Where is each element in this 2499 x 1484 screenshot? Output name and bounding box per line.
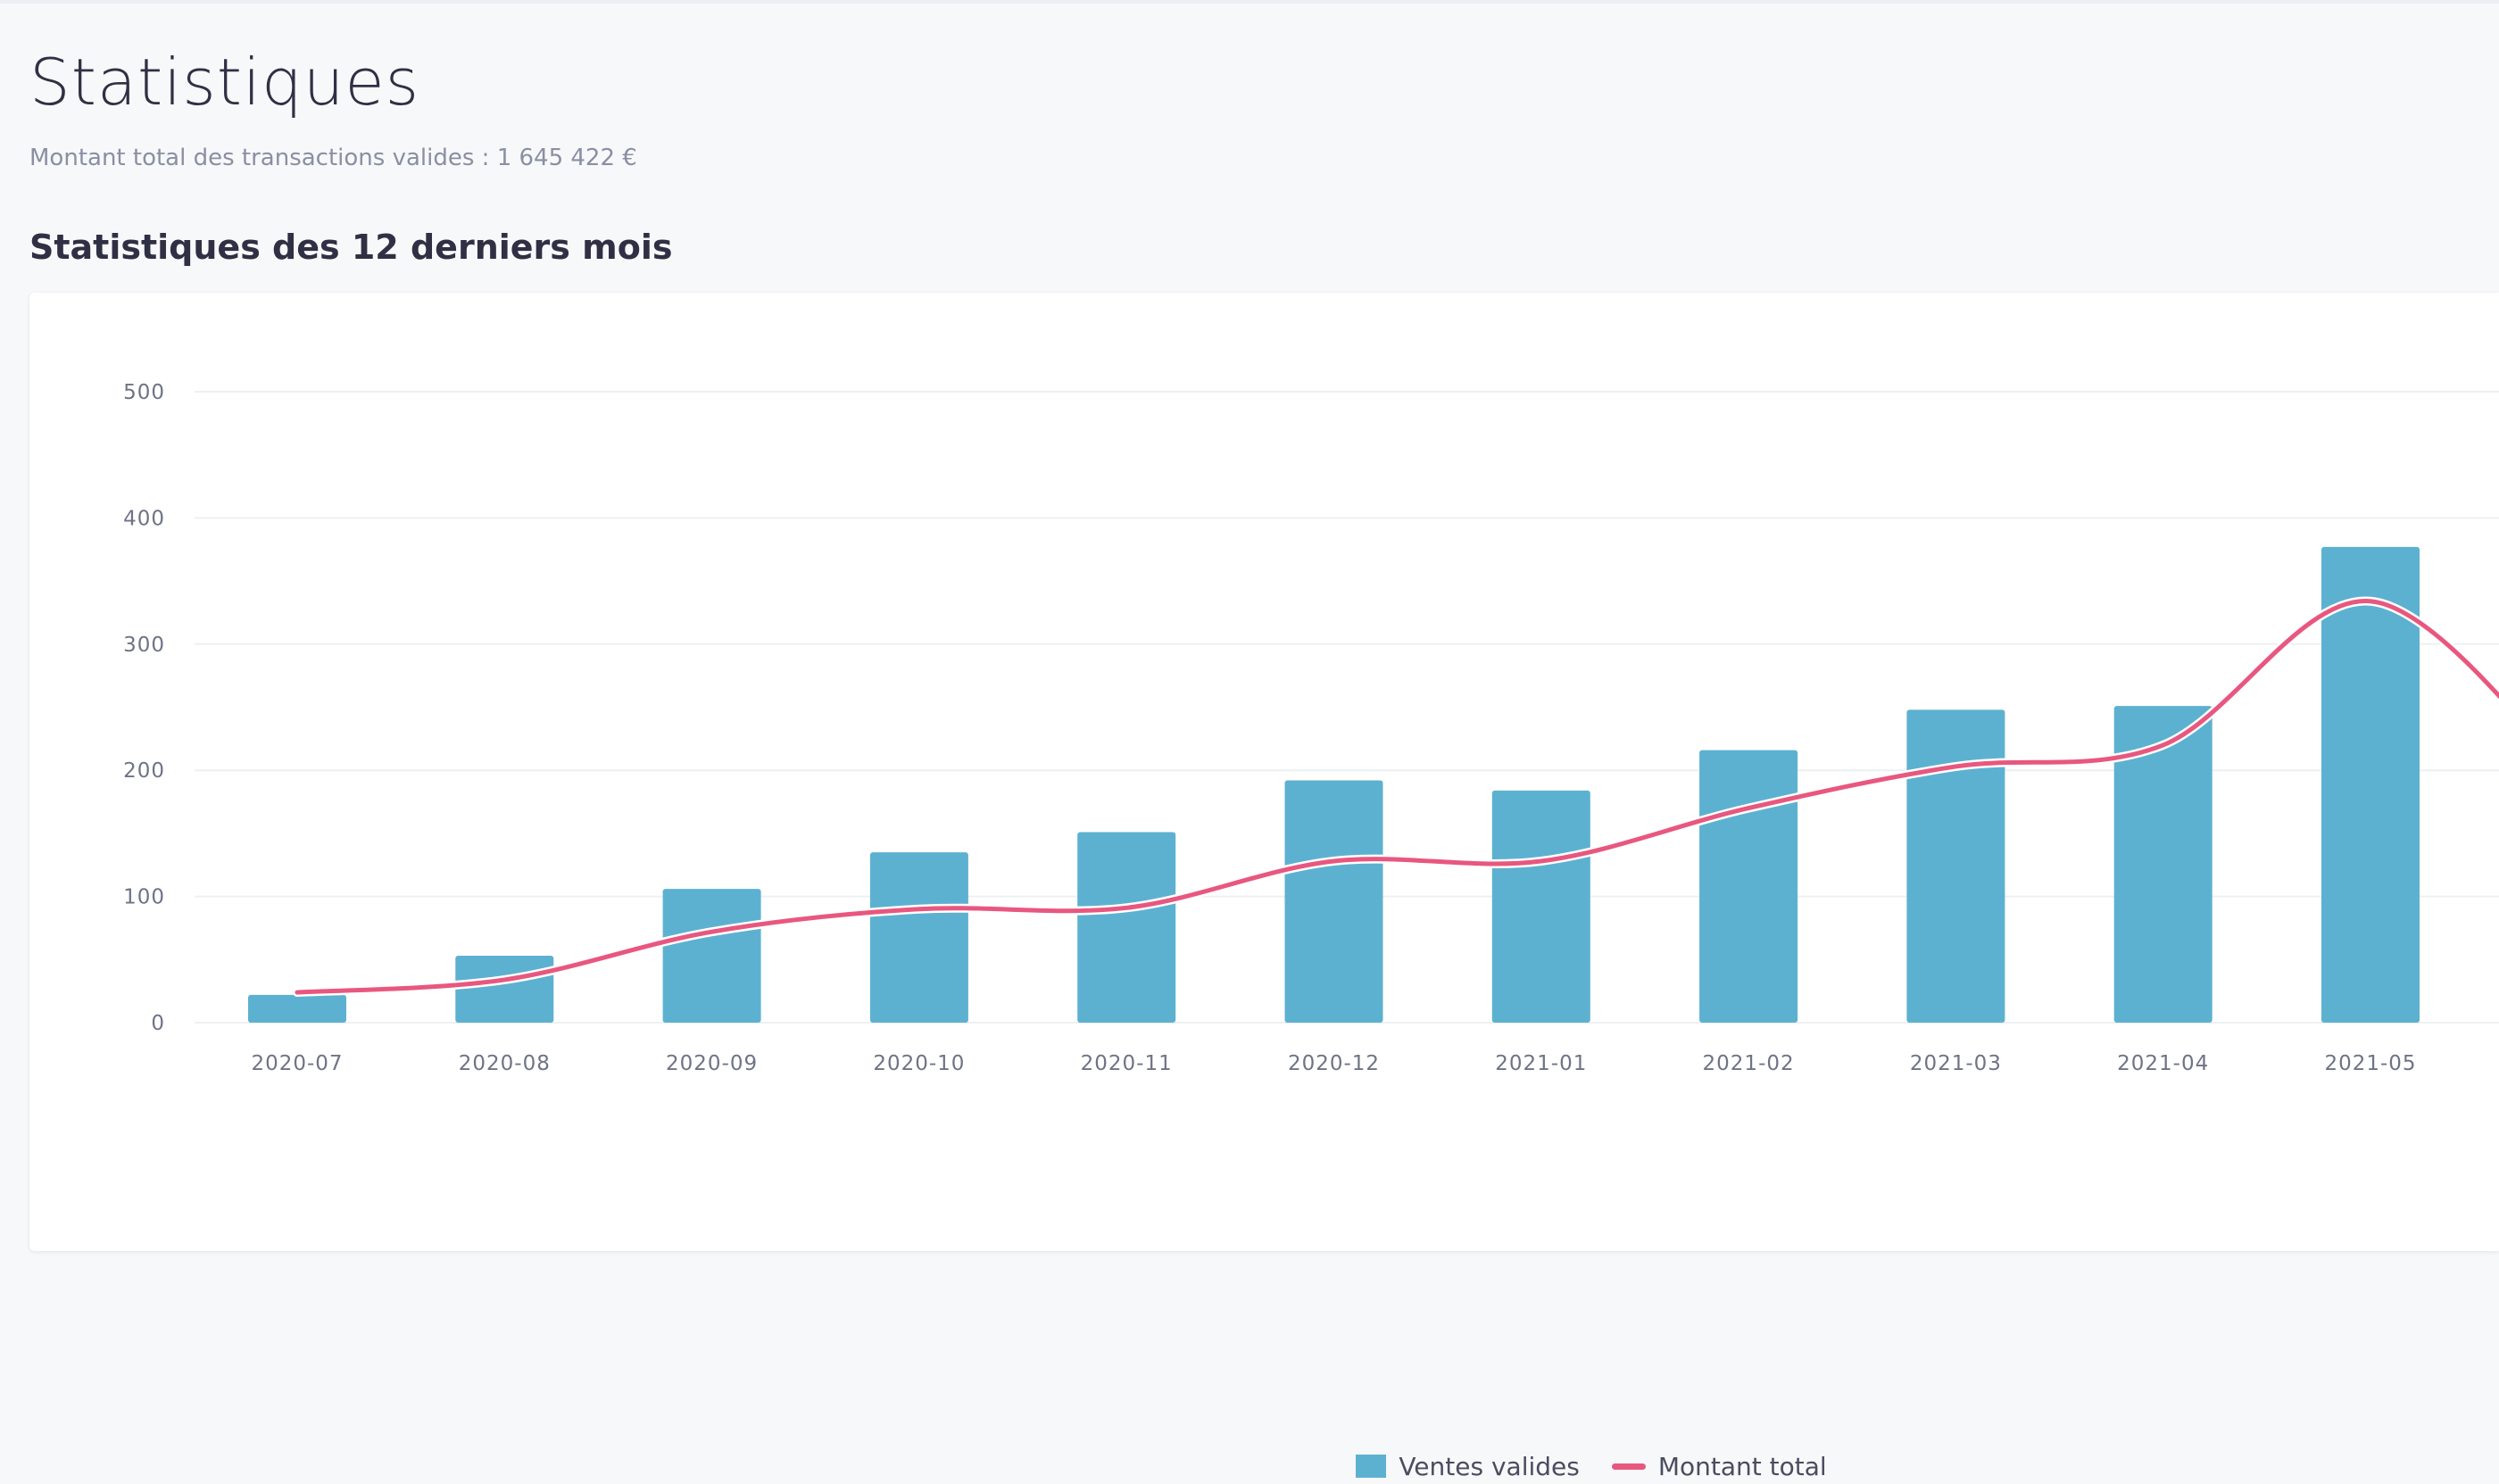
grid-lines bbox=[195, 391, 2499, 1024]
legend-item-montant-total[interactable]: Montant total bbox=[1611, 1451, 1827, 1481]
y-tick-label: 0 bbox=[151, 1012, 165, 1035]
bar-2020-10[interactable] bbox=[869, 852, 968, 1023]
bar-2021-02[interactable] bbox=[1699, 750, 1798, 1023]
top-border bbox=[0, 0, 2499, 4]
total-amount-text: Montant total des transactions valides :… bbox=[29, 145, 637, 171]
bar-2021-01[interactable] bbox=[1491, 790, 1590, 1023]
x-tick-label: 2020-11 bbox=[1081, 1052, 1173, 1075]
x-tick-label: 2021-01 bbox=[1495, 1052, 1587, 1075]
legend-swatch-bar bbox=[1356, 1455, 1387, 1478]
y-tick-label: 100 bbox=[123, 886, 165, 909]
x-tick-label: 2020-10 bbox=[873, 1052, 965, 1075]
bar-2020-11[interactable] bbox=[1077, 832, 1176, 1023]
y-tick-label: 400 bbox=[123, 507, 165, 530]
x-tick-label: 2020-09 bbox=[666, 1052, 758, 1075]
bar-2021-05[interactable] bbox=[2321, 546, 2420, 1023]
page-title: Statistiques bbox=[29, 45, 420, 120]
y-tick-label: 200 bbox=[123, 759, 165, 783]
bar-2020-12[interactable] bbox=[1284, 780, 1383, 1023]
bar-2021-04[interactable] bbox=[2113, 706, 2213, 1023]
x-tick-label: 2021-03 bbox=[1910, 1052, 2002, 1075]
legend: Ventes valides Montant total bbox=[29, 1448, 2499, 1484]
legend-swatch-line bbox=[1611, 1463, 1646, 1470]
section-title: Statistiques des 12 derniers mois bbox=[29, 228, 673, 267]
bar-2020-09[interactable] bbox=[662, 889, 761, 1023]
bar-2020-08[interactable] bbox=[455, 956, 554, 1023]
y-tick-label: 300 bbox=[123, 634, 165, 657]
x-tick-label: 2020-07 bbox=[251, 1052, 343, 1075]
legend-label: Montant total bbox=[1657, 1451, 1827, 1481]
x-axis-ticks: 2020-07 2020-08 2020-09 2020-10 2020-11 2020-… bbox=[251, 1052, 2416, 1075]
line-series bbox=[293, 596, 2499, 998]
legend-label: Ventes valides bbox=[1399, 1451, 1580, 1481]
y-axis-ticks: 0 100 200 300 400 500 bbox=[123, 381, 165, 1035]
line-montant-total[interactable] bbox=[295, 599, 2499, 995]
bar-series bbox=[248, 546, 2420, 1023]
bar-2021-03[interactable] bbox=[1906, 709, 2005, 1023]
legend-item-ventes-valides[interactable]: Ventes valides bbox=[1356, 1452, 1580, 1481]
y-tick-label: 500 bbox=[123, 381, 165, 404]
x-tick-label: 2021-02 bbox=[1703, 1052, 1795, 1075]
bar-2020-07[interactable] bbox=[248, 994, 346, 1023]
x-tick-label: 2020-08 bbox=[459, 1052, 551, 1075]
chart-card: 0 100 200 300 400 500 2020-07 2020-08 2020-09 20… bbox=[29, 293, 2499, 1481]
x-tick-label: 2021-05 bbox=[2324, 1052, 2416, 1075]
x-tick-label: 2021-04 bbox=[2117, 1052, 2209, 1075]
x-tick-label: 2020-12 bbox=[1288, 1052, 1380, 1075]
